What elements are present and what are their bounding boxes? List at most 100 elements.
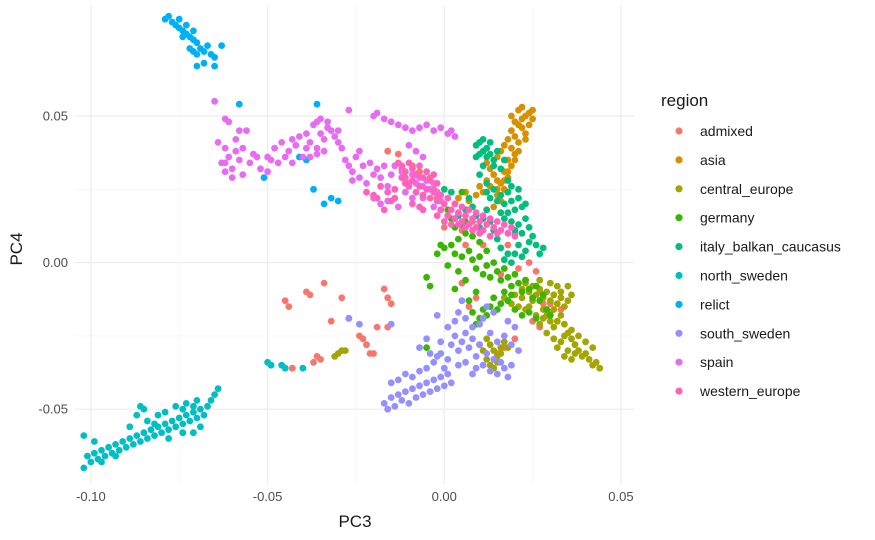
- data-point: [416, 124, 423, 132]
- data-point: [419, 206, 427, 214]
- data-point: [317, 356, 324, 363]
- legend-item-germany: germany: [675, 210, 754, 226]
- data-point: [405, 400, 413, 407]
- data-point: [444, 370, 452, 378]
- data-point: [218, 42, 226, 49]
- data-point: [394, 376, 402, 384]
- data-point: [486, 273, 494, 281]
- data-point: [486, 194, 494, 202]
- data-point: [585, 356, 593, 363]
- data-point: [207, 397, 215, 404]
- legend-label: western_europe: [699, 383, 801, 399]
- data-point: [430, 203, 438, 211]
- data-point: [384, 405, 392, 413]
- data-point: [398, 162, 406, 170]
- data-point: [409, 200, 416, 208]
- data-point: [493, 218, 501, 225]
- data-point: [447, 206, 455, 214]
- data-point: [331, 133, 339, 140]
- data-point: [186, 417, 194, 425]
- data-point: [380, 400, 388, 407]
- data-point: [433, 197, 441, 205]
- data-point: [476, 218, 483, 225]
- data-point: [359, 162, 367, 170]
- series-south-sweden: [345, 297, 522, 413]
- data-point: [504, 373, 512, 381]
- data-point: [225, 118, 233, 126]
- data-point: [409, 194, 416, 202]
- data-point: [281, 297, 289, 305]
- data-point: [451, 250, 459, 258]
- data-point: [394, 391, 402, 398]
- data-point: [462, 314, 469, 322]
- data-point: [430, 188, 438, 196]
- data-point: [522, 200, 529, 208]
- data-point: [500, 156, 508, 164]
- data-point: [366, 159, 374, 167]
- data-point: [462, 212, 469, 220]
- data-point: [511, 270, 519, 278]
- data-point: [243, 127, 250, 134]
- data-point: [363, 188, 370, 196]
- data-point: [221, 144, 229, 152]
- data-point: [444, 262, 452, 269]
- data-point: [458, 203, 466, 211]
- data-point: [486, 232, 494, 240]
- data-point: [416, 367, 423, 375]
- data-point: [455, 361, 462, 369]
- data-point: [430, 358, 438, 366]
- data-point: [444, 212, 452, 220]
- data-point: [568, 335, 575, 343]
- data-point: [515, 139, 522, 146]
- legend-label: central_europe: [700, 181, 794, 197]
- data-point: [472, 364, 480, 372]
- data-point: [515, 265, 522, 272]
- data-point: [380, 115, 388, 123]
- data-point: [320, 136, 328, 143]
- data-point: [557, 312, 565, 319]
- data-point: [550, 291, 558, 299]
- data-point: [423, 273, 430, 281]
- data-point: [497, 300, 505, 308]
- data-point: [561, 353, 568, 360]
- data-point: [508, 361, 515, 369]
- data-point: [539, 244, 547, 252]
- data-point: [91, 438, 98, 445]
- data-point: [416, 182, 423, 190]
- data-point: [405, 159, 413, 167]
- data-point: [440, 218, 448, 225]
- data-point: [458, 253, 466, 261]
- data-point: [472, 294, 480, 302]
- data-point: [504, 209, 512, 217]
- data-point: [437, 373, 445, 381]
- data-point: [568, 356, 575, 363]
- data-point: [197, 405, 204, 413]
- legend-key: [675, 300, 683, 308]
- data-point: [356, 174, 363, 182]
- data-point: [334, 139, 342, 146]
- data-point: [525, 259, 533, 266]
- data-point: [144, 435, 151, 442]
- data-point: [504, 241, 512, 249]
- data-point: [235, 100, 243, 108]
- legend-key: [675, 271, 683, 280]
- data-point: [497, 344, 505, 351]
- data-point: [508, 144, 515, 152]
- data-point: [525, 309, 533, 316]
- data-point: [246, 159, 254, 167]
- data-point: [228, 174, 236, 182]
- data-point: [211, 62, 219, 70]
- data-point: [532, 314, 540, 322]
- legend-item-north-sweden: north_sweden: [675, 268, 788, 284]
- data-point: [288, 364, 296, 372]
- data-point: [341, 156, 349, 164]
- data-point: [508, 224, 515, 231]
- data-point: [423, 344, 430, 351]
- data-point: [469, 323, 476, 331]
- data-point: [437, 338, 445, 346]
- data-point: [451, 332, 459, 340]
- data-point: [497, 191, 505, 199]
- data-point: [426, 177, 434, 184]
- data-point: [515, 147, 522, 155]
- data-point: [455, 268, 462, 275]
